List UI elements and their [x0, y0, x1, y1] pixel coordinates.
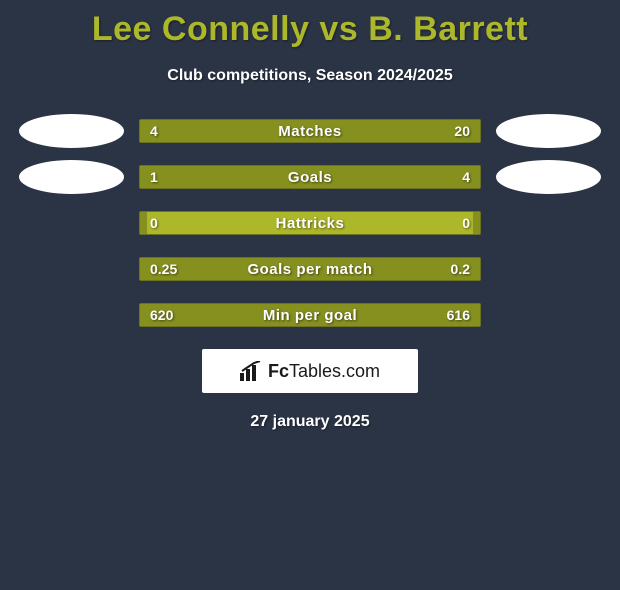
- stat-value-right: 0.2: [451, 258, 470, 280]
- logo-text: FcTables.com: [268, 361, 380, 382]
- stat-label: Min per goal: [140, 304, 480, 326]
- date-label: 27 january 2025: [0, 413, 620, 431]
- stat-label: Goals per match: [140, 258, 480, 280]
- page-title: Lee Connelly vs B. Barrett: [0, 10, 620, 49]
- stat-row: 4Matches20: [0, 119, 620, 143]
- stats-block: 4Matches201Goals40Hattricks00.25Goals pe…: [0, 119, 620, 327]
- player-left-avatar: [19, 114, 124, 148]
- stat-label: Goals: [140, 166, 480, 188]
- stat-bar: 0.25Goals per match0.2: [139, 257, 481, 281]
- stat-row: 0Hattricks0: [0, 211, 620, 235]
- stat-value-right: 20: [454, 120, 470, 142]
- stat-bar: 0Hattricks0: [139, 211, 481, 235]
- stat-row: 620Min per goal616: [0, 303, 620, 327]
- chart-icon: [240, 361, 262, 381]
- stat-label: Hattricks: [140, 212, 480, 234]
- stat-bar: 620Min per goal616: [139, 303, 481, 327]
- subtitle: Club competitions, Season 2024/2025: [0, 67, 620, 85]
- stat-bar: 4Matches20: [139, 119, 481, 143]
- stat-bar: 1Goals4: [139, 165, 481, 189]
- player-right-avatar: [496, 114, 601, 148]
- fctables-logo[interactable]: FcTables.com: [202, 349, 418, 393]
- stat-row: 0.25Goals per match0.2: [0, 257, 620, 281]
- stat-label: Matches: [140, 120, 480, 142]
- stat-value-right: 0: [462, 212, 470, 234]
- player-left-avatar: [19, 160, 124, 194]
- stat-value-right: 616: [447, 304, 470, 326]
- stat-row: 1Goals4: [0, 165, 620, 189]
- stat-value-right: 4: [462, 166, 470, 188]
- player-right-avatar: [496, 160, 601, 194]
